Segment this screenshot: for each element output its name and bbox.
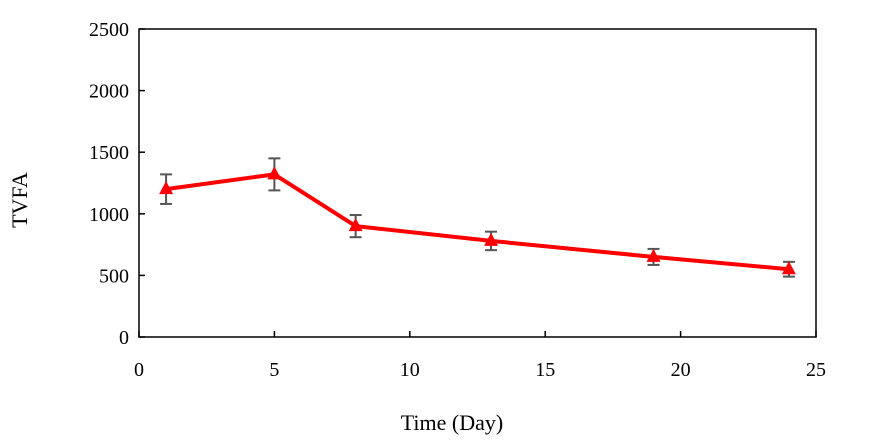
x-tick-label: 10 (400, 359, 420, 381)
x-tick-label: 0 (134, 359, 144, 381)
y-tick-label: 1000 (89, 204, 129, 226)
data-point-triangle (267, 166, 282, 180)
y-tick-label: 2500 (89, 19, 129, 41)
x-tick-label: 25 (806, 359, 826, 381)
data-point-triangle (781, 261, 796, 275)
data-point-triangle (646, 248, 661, 262)
x-tick-label: 15 (535, 359, 555, 381)
series-line (165, 172, 790, 272)
data-point-triangle (484, 232, 499, 246)
y-axis-label: TVFA (7, 172, 32, 228)
data-point-triangle (348, 218, 363, 232)
y-tick-label: 2000 (89, 81, 129, 103)
plot-area (138, 28, 817, 338)
y-tick-label: 0 (119, 327, 129, 349)
y-tick-label: 1500 (89, 142, 129, 164)
data-point-triangle (159, 181, 174, 195)
x-tick-label: 20 (671, 359, 691, 381)
x-axis-label: Time (Day) (401, 410, 503, 435)
y-tick-label: 500 (99, 265, 129, 287)
x-tick-label: 5 (269, 359, 279, 381)
